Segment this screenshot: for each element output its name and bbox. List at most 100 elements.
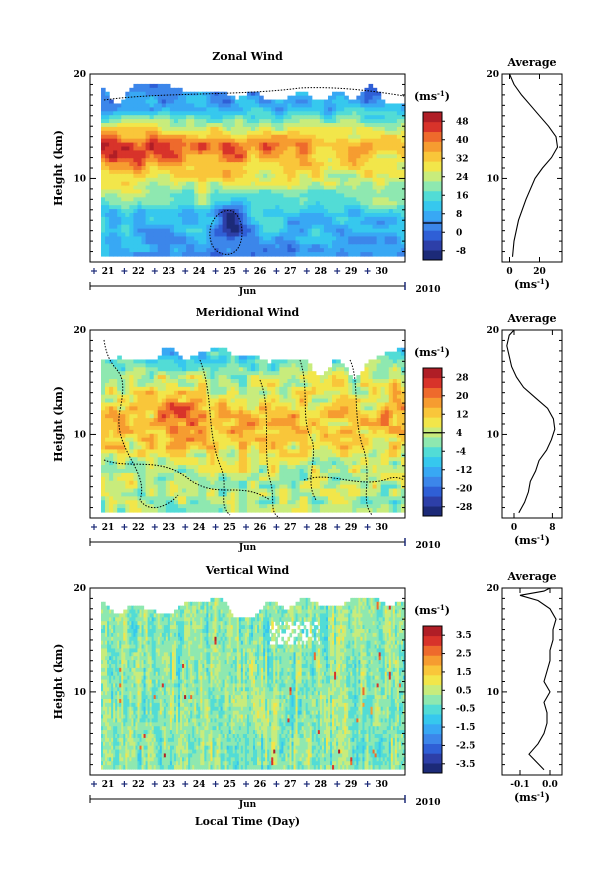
- heatmap-cell: [190, 367, 195, 372]
- heatmap-cell: [388, 119, 394, 124]
- heatmap-cell: [259, 453, 264, 458]
- heatmap-cell: [101, 111, 106, 116]
- heatmap-cell: [388, 224, 394, 230]
- heatmap-cell: [165, 209, 171, 214]
- heatmap-cell: [113, 437, 118, 443]
- heatmap-cell: [372, 240, 378, 245]
- heatmap-cell: [194, 371, 199, 376]
- heatmap-cell: [214, 433, 220, 439]
- heatmap-cell: [396, 119, 402, 124]
- heatmap-cell: [263, 461, 268, 466]
- heatmap-cell: [198, 418, 203, 423]
- heatmap-cell: [303, 197, 309, 202]
- heatmap-cell: [117, 390, 122, 396]
- heatmap-cell: [165, 115, 171, 120]
- heatmap-cell: [161, 146, 167, 151]
- heatmap-cell: [165, 398, 171, 404]
- heatmap-cell: [271, 252, 276, 257]
- heatmap-cell: [153, 119, 159, 124]
- heatmap-cell: [194, 390, 199, 396]
- heatmap-cell: [165, 449, 171, 454]
- heatmap-cell: [230, 126, 236, 132]
- heatmap-cell: [271, 201, 276, 206]
- heatmap-cell: [133, 103, 139, 108]
- heatmap-cell: [218, 162, 224, 167]
- heatmap-cell: [255, 457, 260, 462]
- heatmap-cell: [372, 232, 378, 238]
- heatmap-cell: [186, 418, 191, 423]
- heatmap-cell: [153, 398, 159, 404]
- heatmap-cell: [222, 390, 228, 396]
- heatmap-cell: [133, 394, 139, 400]
- heatmap-cell: [173, 445, 179, 451]
- heatmap-cell: [141, 99, 147, 105]
- heatmap-cell: [153, 193, 159, 198]
- heatmap-cell: [340, 220, 345, 226]
- heatmap-cell: [145, 461, 151, 466]
- heatmap-cell: [186, 134, 191, 140]
- heatmap-cell: [242, 197, 248, 202]
- heatmap-cell: [145, 480, 151, 486]
- heatmap-cell: [214, 252, 220, 257]
- heatmap-cell: [352, 209, 357, 214]
- heatmap-cell: [186, 375, 191, 380]
- heatmap-cell: [190, 162, 195, 167]
- heatmap-cell: [352, 123, 357, 128]
- heatmap-cell: [149, 197, 155, 202]
- heatmap-cell: [190, 461, 195, 466]
- heatmap-cell: [263, 449, 268, 454]
- heatmap-cell: [206, 418, 212, 423]
- heatmap-cell: [214, 402, 220, 407]
- heatmap-cell: [182, 212, 187, 218]
- heatmap-cell: [226, 244, 232, 249]
- heatmap-cell: [368, 126, 374, 132]
- heatmap-cell: [226, 476, 232, 482]
- heatmap-cell: [101, 410, 106, 415]
- heatmap-cell: [242, 496, 248, 501]
- heatmap-cell: [311, 181, 317, 187]
- heatmap-cell: [267, 508, 272, 513]
- heatmap-cell: [178, 111, 183, 116]
- heatmap-cell: [145, 158, 151, 163]
- heatmap-cell: [173, 166, 179, 171]
- heatmap-cell: [129, 181, 135, 187]
- heatmap-cell: [194, 91, 199, 97]
- heatmap-cell: [259, 382, 264, 388]
- heatmap-cell: [145, 371, 151, 376]
- heatmap-cell: [145, 150, 151, 155]
- heatmap-cell: [376, 220, 382, 226]
- heatmap-cell: [173, 138, 179, 144]
- heatmap-cell: [178, 130, 183, 136]
- heatmap-cell: [230, 130, 236, 136]
- heatmap-cell: [250, 95, 256, 101]
- heatmap-cell: [141, 111, 147, 116]
- heatmap-cell: [250, 146, 256, 151]
- heatmap-cell: [202, 351, 207, 357]
- heatmap-cell: [161, 414, 167, 419]
- heatmap-cell: [307, 166, 313, 171]
- heatmap-cell: [109, 173, 114, 179]
- heatmap-cell: [109, 119, 114, 124]
- heatmap-cell: [246, 441, 252, 447]
- heatmap-cell: [149, 130, 155, 136]
- heatmap-cell: [368, 103, 374, 108]
- heatmap-cell: [121, 240, 126, 245]
- heatmap-cell: [218, 453, 224, 458]
- heatmap-cell: [319, 99, 325, 105]
- heatmap-cell: [230, 379, 236, 384]
- heatmap-cell: [271, 410, 276, 415]
- heatmap-cell: [121, 248, 126, 253]
- heatmap-cell: [246, 107, 252, 112]
- heatmap-cell: [234, 500, 240, 505]
- heatmap-cell: [295, 138, 301, 144]
- heatmap-cell: [263, 209, 268, 214]
- heatmap-cell: [182, 185, 187, 191]
- heatmap-cell: [190, 453, 195, 458]
- heatmap-cell: [153, 441, 159, 447]
- heatmap-cell: [214, 468, 220, 474]
- heatmap-cell: [250, 232, 256, 238]
- heatmap-cell: [202, 472, 207, 478]
- heatmap-cell: [149, 461, 155, 466]
- heatmap-cell: [303, 123, 309, 128]
- heatmap-cell: [340, 115, 345, 120]
